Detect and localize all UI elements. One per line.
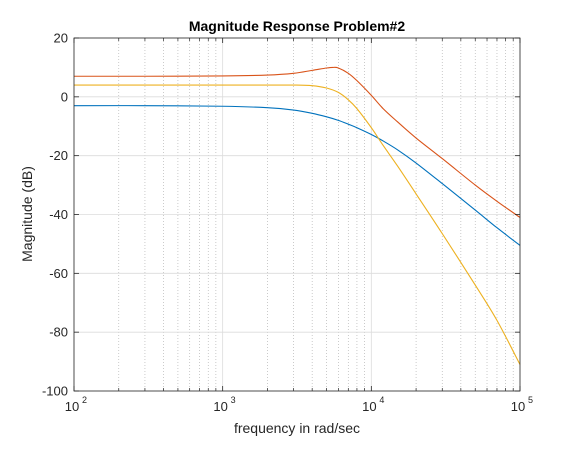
y-tick-labels: 20 0 -20 -40 -60 -80 -100: [42, 31, 68, 399]
series-layer: [73, 66, 521, 365]
y-tick-label: 20: [54, 31, 68, 46]
x-tick-labels: 10 2 10 3 10 4 10 5: [65, 395, 533, 414]
y-tick-label: -60: [49, 266, 68, 281]
x-tick-label: 10: [65, 399, 79, 414]
y-axis-label: Magnitude (dB): [19, 166, 35, 262]
x-tick-exponent: 3: [231, 395, 236, 405]
x-tick-exponent: 5: [528, 395, 533, 405]
series-line-2: [73, 66, 521, 218]
y-tick-label: -40: [49, 207, 68, 222]
series-line-1: [73, 105, 521, 246]
y-tick-label: 0: [61, 89, 68, 104]
y-tick-label: -20: [49, 148, 68, 163]
y-tick-label: -100: [42, 384, 68, 399]
x-tick-label: 10: [511, 399, 525, 414]
x-tick-exponent: 2: [82, 395, 87, 405]
chart-title: Magnitude Response Problem#2: [189, 18, 405, 34]
x-tick-label: 10: [362, 399, 376, 414]
axis-ticks: [73, 37, 521, 392]
y-tick-label: -80: [49, 325, 68, 340]
x-axis-label: frequency in rad/sec: [234, 420, 360, 436]
x-tick-label: 10: [213, 399, 227, 414]
series-line-3: [74, 84, 521, 365]
x-tick-exponent: 4: [379, 395, 384, 405]
